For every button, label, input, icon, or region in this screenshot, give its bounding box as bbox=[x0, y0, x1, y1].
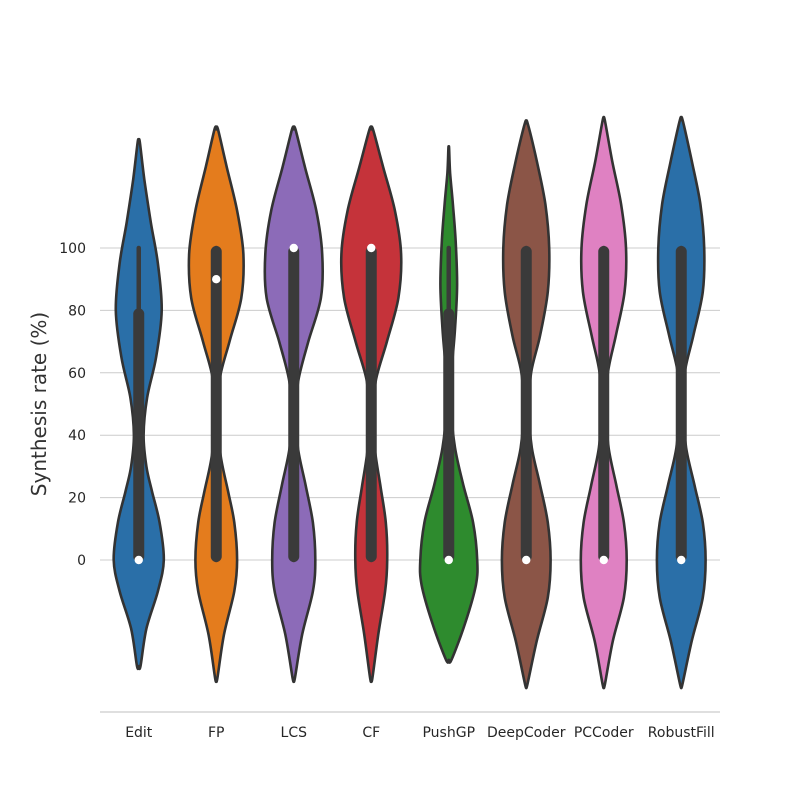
y-tick-labels: 0 20 40 60 80 100 bbox=[59, 241, 86, 569]
x-tick-label: Edit bbox=[125, 725, 153, 741]
x-tick-label: LCS bbox=[281, 725, 308, 741]
violin-median-point bbox=[444, 555, 453, 565]
violin-iqr-box bbox=[675, 246, 687, 562]
violins bbox=[112, 115, 707, 690]
violin-deepcoder bbox=[500, 119, 552, 690]
violin-median-point bbox=[677, 555, 686, 565]
violin-median-point bbox=[289, 243, 298, 253]
x-tick-label: FP bbox=[208, 725, 225, 741]
violin-cf bbox=[339, 125, 403, 684]
x-tick-labels: Edit FP LCS CF PushGP DeepCoder PCCoder RobustF… bbox=[125, 725, 715, 741]
y-tick-label: 0 bbox=[77, 553, 86, 569]
violin-fp bbox=[187, 125, 245, 684]
violin-iqr-box bbox=[598, 246, 610, 562]
x-tick-label: PushGP bbox=[422, 725, 475, 741]
y-tick-label: 80 bbox=[68, 303, 86, 319]
x-tick-label: PCCoder bbox=[574, 725, 634, 741]
y-axis-label: Synthesis rate (%) bbox=[27, 312, 51, 496]
violin-iqr-box bbox=[210, 246, 222, 562]
violin-iqr-box bbox=[365, 246, 377, 562]
violin-median-point bbox=[599, 555, 608, 565]
violin-median-point bbox=[522, 555, 531, 565]
x-tick-label: RobustFill bbox=[648, 725, 715, 741]
violin-median-point bbox=[134, 555, 143, 565]
violin-median-point bbox=[212, 275, 221, 284]
violin-edit bbox=[112, 137, 166, 671]
violin-iqr-box bbox=[288, 246, 300, 562]
violin-median-point bbox=[367, 243, 376, 253]
violin-lcs bbox=[263, 125, 325, 684]
violin-pushgp bbox=[418, 145, 479, 664]
y-tick-label: 100 bbox=[59, 241, 86, 257]
y-tick-label: 40 bbox=[68, 428, 86, 444]
y-tick-label: 20 bbox=[68, 491, 86, 507]
violin-robustfill bbox=[655, 115, 707, 690]
violin-iqr-box bbox=[133, 308, 145, 562]
violin-pccoder bbox=[579, 115, 628, 690]
x-tick-label: DeepCoder bbox=[487, 725, 566, 741]
x-tick-label: CF bbox=[362, 725, 380, 741]
y-tick-label: 60 bbox=[68, 366, 86, 382]
violin-iqr-box bbox=[443, 308, 455, 562]
violin-iqr-box bbox=[520, 246, 532, 562]
